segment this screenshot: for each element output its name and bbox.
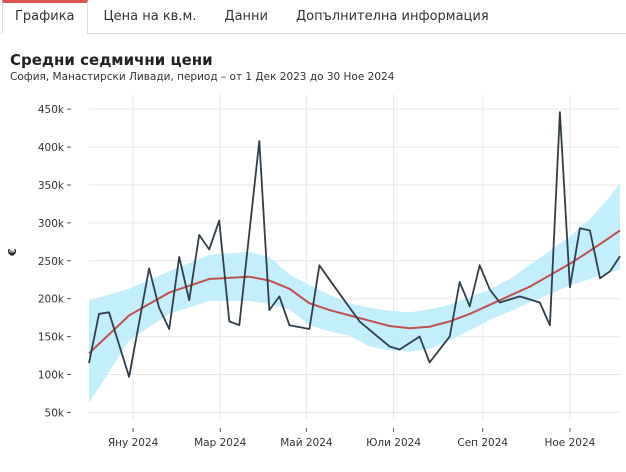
tab-bar: Графика Цена на кв.м. Данни Допълнителна… <box>0 0 626 34</box>
y-tick-label: 300k <box>38 218 65 230</box>
y-tick-label: 200k <box>38 294 65 306</box>
chart-subtitle: София, Манастирски Ливади, период – от 1… <box>10 71 395 83</box>
y-tick-label: 100k <box>38 370 65 382</box>
y-tick-label: 400k <box>38 142 65 154</box>
x-tick-label: Сеп 2024 <box>457 437 508 449</box>
tab-additional-info[interactable]: Допълнителна информация <box>295 9 489 24</box>
x-tick-label: Юли 2024 <box>366 437 421 449</box>
y-tick-label: 150k <box>38 332 65 344</box>
y-tick-label: 450k <box>38 104 65 116</box>
chart-title: Средни седмични цени <box>10 51 213 69</box>
grid <box>89 94 620 420</box>
x-tick-label: Май 2024 <box>280 437 333 449</box>
y-tick-label: 50k <box>45 407 65 419</box>
y-axis-label: € <box>6 248 19 257</box>
y-tick-label: 350k <box>38 180 65 192</box>
tab-price-per-sqm[interactable]: Цена на кв.м. <box>103 9 197 24</box>
x-tick-label: Ное 2024 <box>544 437 595 449</box>
y-tick-label: 250k <box>38 256 65 268</box>
y-axis: 50k 100k 150k 200k 250k 300k 350k 400k 450k <box>38 104 71 419</box>
x-tick-label: Мар 2024 <box>194 437 247 449</box>
price-series-line <box>88 111 621 378</box>
x-axis: Яну 2024 Мар 2024 Май 2024 Юли 2024 Сеп 2024… <box>108 428 596 449</box>
tab-data[interactable]: Данни <box>224 9 268 24</box>
x-tick-label: Яну 2024 <box>108 437 159 449</box>
tab-chart[interactable]: Графика <box>2 0 88 34</box>
